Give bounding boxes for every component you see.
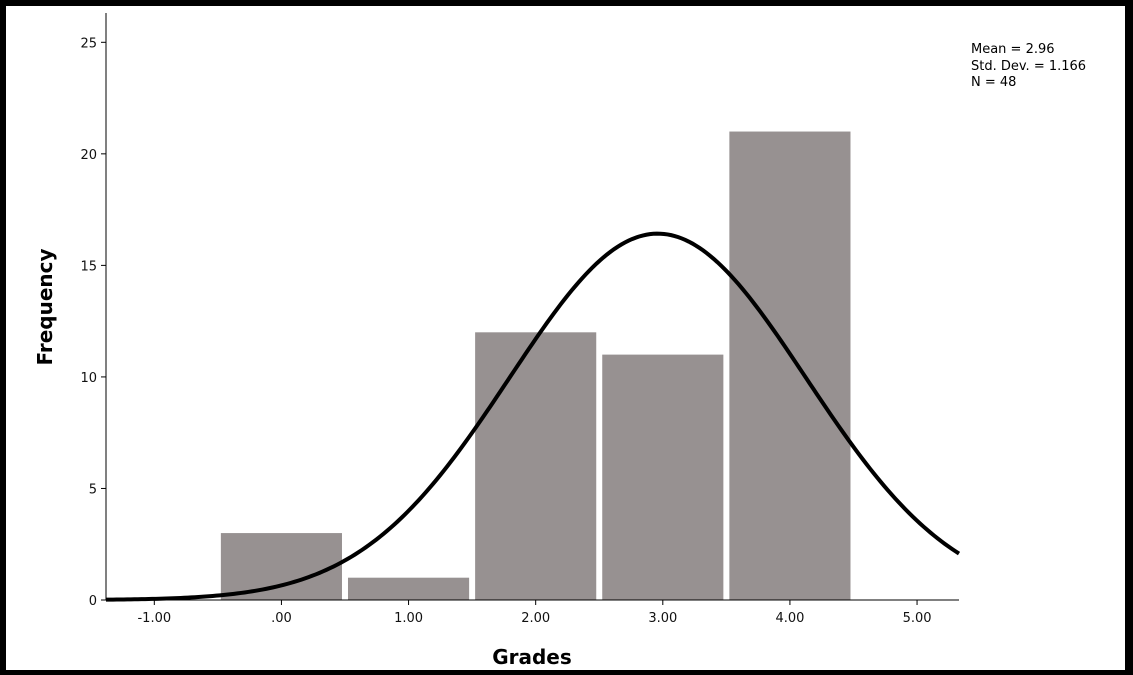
x-axis-title: Grades: [492, 645, 572, 669]
histogram-bar-4: [729, 131, 851, 601]
x-tick-label: 4.00: [775, 611, 804, 626]
stats-box: Mean = 2.96 Std. Dev. = 1.166 N = 48: [971, 42, 1086, 90]
axes-group: [105, 13, 959, 601]
bars-group: [220, 131, 851, 601]
x-tick-label: .00: [271, 611, 292, 626]
x-tick-label: 2.00: [521, 611, 550, 626]
stats-mean: Mean = 2.96: [971, 42, 1055, 57]
x-tick-label: 3.00: [648, 611, 677, 626]
y-axis-title: Frequency: [33, 248, 57, 365]
histogram-bar-0: [220, 533, 342, 600]
x-tick-label: 1.00: [394, 611, 423, 626]
y-tick-label: 15: [80, 259, 97, 274]
y-tick-label: 10: [80, 371, 97, 386]
x-tick-label: 5.00: [903, 611, 932, 626]
stats-std-dev: Std. Dev. = 1.166: [971, 59, 1086, 74]
stats-n: N = 48: [971, 75, 1016, 90]
y-tick-label: 5: [89, 482, 97, 497]
x-tick-label: -1.00: [137, 611, 171, 626]
ticks-group: -1.00 .00 1.00 2.00 3.00 4.00 5.00 0 5 10 15 20 25: [80, 36, 931, 626]
normal-curve: [105, 231, 961, 602]
histogram-bar-1: [347, 577, 470, 600]
histogram-bar-3: [602, 354, 724, 600]
y-tick-label: 25: [80, 36, 97, 51]
histogram-bar-2: [475, 332, 597, 600]
y-tick-label: 0: [89, 594, 97, 609]
y-tick-label: 20: [80, 148, 97, 163]
